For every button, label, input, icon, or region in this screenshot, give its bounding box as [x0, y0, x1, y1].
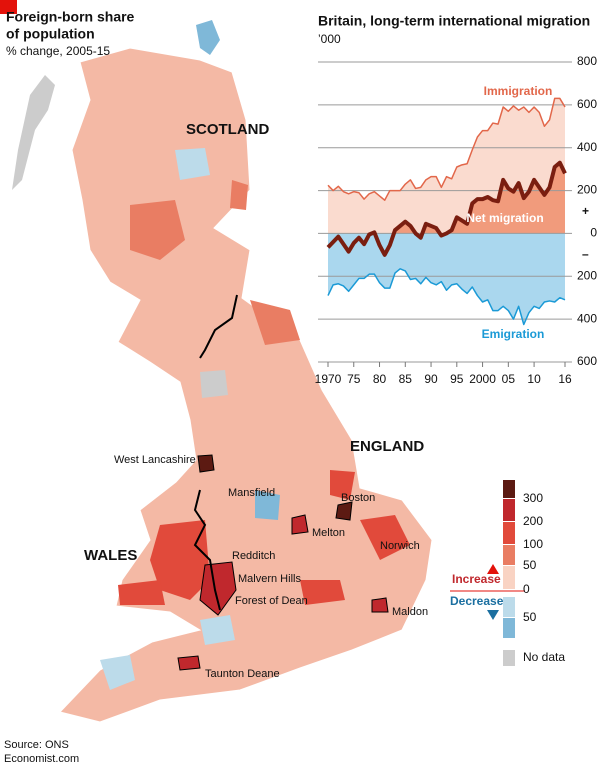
legend-swatch	[503, 545, 515, 565]
annotation: +	[582, 204, 589, 218]
series-label: Emigration	[482, 327, 545, 341]
place-label: Maldon	[392, 606, 428, 618]
legend-swatch	[503, 499, 515, 521]
highlight-district	[197, 454, 215, 473]
district	[300, 580, 345, 605]
district	[200, 615, 235, 645]
region-label: SCOTLAND	[186, 121, 269, 138]
map-subtitle: % change, 2005-15	[6, 44, 110, 58]
legend	[450, 480, 525, 666]
place-label: Redditch	[232, 550, 275, 562]
place-label: Norwich	[380, 540, 420, 552]
region-label: WALES	[84, 547, 137, 564]
highlight-district	[371, 597, 389, 613]
area	[328, 233, 565, 325]
legend-tick-label: 300	[523, 491, 543, 505]
legend-no-data: No data	[523, 650, 565, 664]
outer-hebrides	[12, 75, 55, 190]
map-title: of population	[6, 26, 95, 42]
legend-swatch	[503, 650, 515, 666]
map	[12, 20, 433, 723]
y-tick-label: 200	[577, 268, 597, 282]
legend-tick-label: 0	[523, 582, 530, 596]
district	[250, 300, 300, 345]
legend-swatch	[503, 566, 515, 589]
x-tick-label: 05	[502, 372, 516, 386]
x-tick-label: 80	[373, 372, 387, 386]
legend-swatch	[503, 597, 515, 617]
district	[200, 370, 228, 398]
legend-decrease: Decrease	[450, 594, 504, 608]
y-tick-label: 400	[577, 140, 597, 154]
district	[130, 200, 185, 260]
legend-increase: Increase	[452, 572, 501, 586]
legend-swatch	[503, 522, 515, 544]
annotation: –	[582, 247, 589, 261]
chart-subtitle: ’000	[318, 32, 341, 46]
place-label: Mansfield	[228, 487, 275, 499]
decrease-arrow	[487, 610, 499, 620]
series-line	[327, 97, 566, 201]
series-line	[326, 160, 567, 257]
y-tick-label: 600	[577, 354, 597, 368]
x-tick-label: 85	[399, 372, 413, 386]
highlight-district	[291, 514, 309, 535]
district	[100, 655, 135, 690]
place-label: Boston	[341, 492, 375, 504]
x-tick-label: 90	[424, 372, 438, 386]
legend-swatch	[503, 618, 515, 638]
series-label: Immigration	[484, 84, 553, 98]
legend-tick-label: 50	[523, 610, 537, 624]
source: Source: ONS	[4, 739, 69, 751]
x-tick-label: 95	[450, 372, 464, 386]
x-tick-label: 10	[527, 372, 541, 386]
x-tick-label: 2000	[469, 372, 496, 386]
place-label: West Lancashire	[114, 454, 196, 466]
wales-border	[193, 489, 221, 611]
district	[150, 520, 210, 600]
series-line	[327, 268, 566, 326]
legend-tick-label: 50	[523, 558, 537, 572]
red-tag	[0, 0, 17, 14]
series-label: Net migration	[466, 211, 543, 225]
map-title: Foreign-born share	[6, 9, 135, 25]
highlight-district	[199, 561, 237, 616]
y-tick-label: 400	[577, 311, 597, 325]
scotland-border	[199, 294, 238, 359]
district	[330, 470, 355, 500]
region-label: ENGLAND	[350, 438, 424, 455]
legend-tick-label: 100	[523, 537, 543, 551]
y-tick-label: 0	[590, 226, 597, 240]
district	[230, 180, 248, 210]
district	[175, 148, 210, 180]
shetland	[196, 20, 220, 55]
highlight-district	[177, 655, 201, 671]
increase-arrow	[487, 564, 499, 574]
chart-title: Britain, long-term international migrati…	[318, 13, 590, 29]
x-tick-label: 1970	[315, 372, 342, 386]
credit: Economist.com	[4, 753, 79, 765]
y-tick-label: 600	[577, 97, 597, 111]
y-tick-label: 800	[577, 54, 597, 68]
highlight-district	[335, 501, 353, 521]
district	[118, 580, 165, 605]
x-tick-label: 16	[558, 372, 572, 386]
place-label: Forest of Dean	[235, 595, 308, 607]
legend-swatch	[503, 480, 515, 498]
x-tick-label: 75	[347, 372, 361, 386]
area	[372, 162, 565, 233]
y-tick-label: 200	[577, 183, 597, 197]
place-label: Taunton Deane	[205, 668, 280, 680]
district	[360, 515, 410, 560]
legend-tick-label: 200	[523, 514, 543, 528]
district	[255, 490, 280, 520]
place-label: Melton	[312, 527, 345, 539]
place-label: Malvern Hills	[238, 573, 301, 585]
